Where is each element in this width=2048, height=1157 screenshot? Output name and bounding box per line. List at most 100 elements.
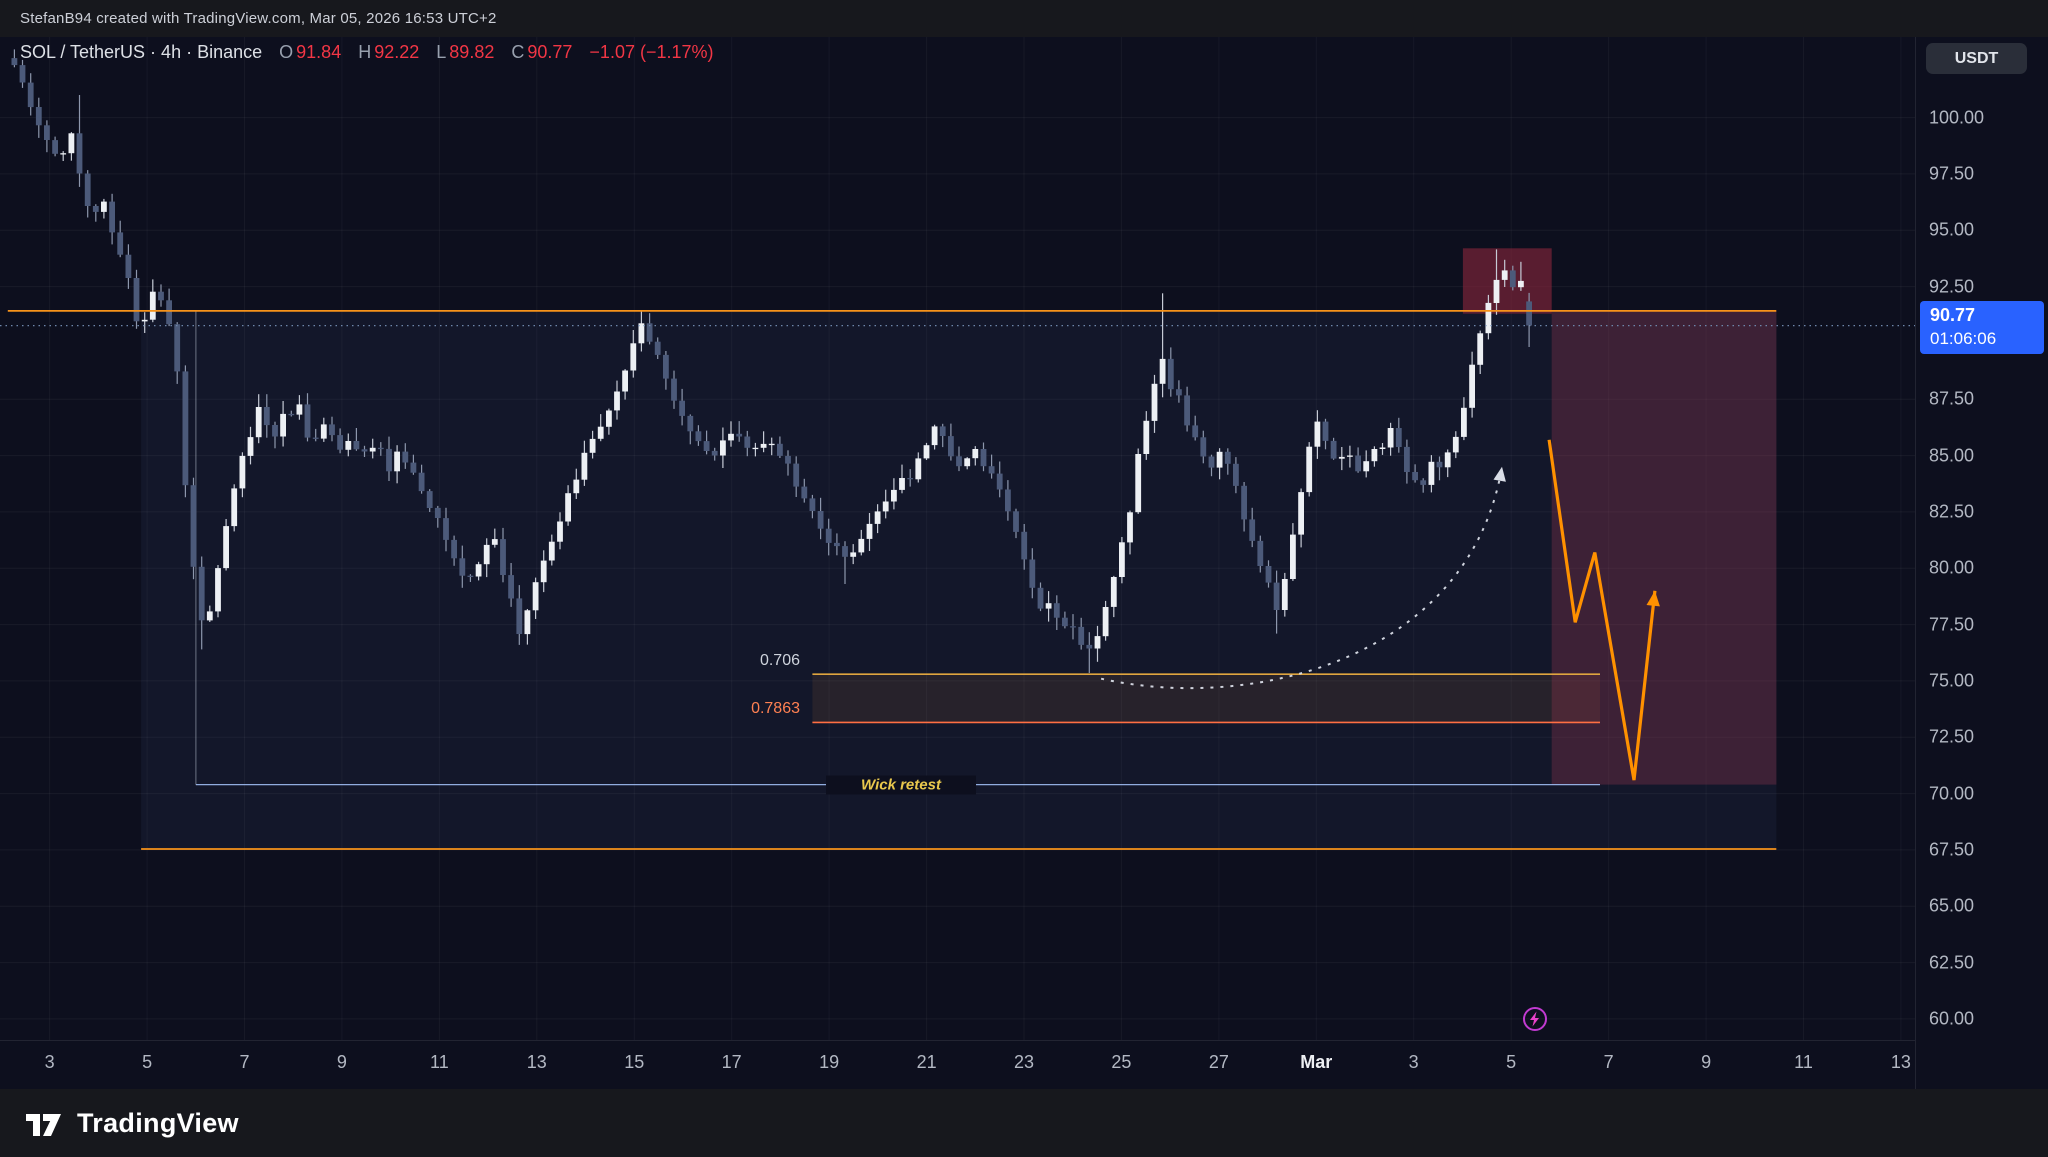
- candle-body: [1176, 389, 1182, 396]
- candle-body: [744, 436, 751, 448]
- candle: [1485, 294, 1492, 340]
- wick-retest-label[interactable]: Wick retest: [826, 775, 976, 795]
- chart-canvas-holder[interactable]: [0, 37, 1915, 1040]
- candle-body: [654, 341, 661, 355]
- candle: [166, 288, 172, 327]
- candle: [752, 442, 759, 457]
- candle: [369, 438, 376, 459]
- candle-body: [304, 404, 311, 438]
- tradingview-logo-text[interactable]: TradingView: [77, 1107, 239, 1138]
- lightning-marker-icon[interactable]: [1520, 1004, 1550, 1034]
- currency-toggle-button[interactable]: USDT: [1926, 43, 2027, 74]
- candle-body: [1452, 436, 1459, 453]
- candle-body: [491, 539, 498, 545]
- price-tick-label: 100.00: [1929, 107, 1985, 128]
- candle-body: [597, 426, 604, 439]
- candle-body: [1249, 519, 1256, 541]
- price-tick-label: 87.50: [1929, 388, 1975, 409]
- candle-body: [451, 539, 457, 559]
- candle-body: [410, 462, 417, 473]
- candle: [793, 456, 800, 497]
- price-scale[interactable]: 90.77 01:06:06 100.00 97.50 95.00 92.50 87.5…: [1915, 37, 2048, 1089]
- candle: [1086, 632, 1093, 673]
- candle-body: [1216, 451, 1223, 468]
- candle-body: [182, 371, 189, 486]
- supply-zone-box[interactable]: [1462, 248, 1552, 314]
- candle-body: [516, 598, 523, 634]
- candle-body: [158, 291, 164, 301]
- candle: [597, 414, 604, 442]
- price-tick-label: 67.50: [1929, 839, 1975, 860]
- fib-level-label-07863[interactable]: 0.7863: [751, 700, 800, 717]
- chart-area[interactable]: SOL / TetherUS · 4h · Binance O 91.84 H 92…: [0, 37, 2048, 1089]
- candle: [614, 380, 620, 420]
- candle-body: [923, 445, 930, 459]
- candle: [337, 428, 343, 454]
- projection-zone-box[interactable]: [1551, 310, 1777, 785]
- candle-body: [777, 443, 783, 456]
- curved-projection-arrow[interactable]: [1100, 466, 1503, 690]
- candle: [11, 49, 18, 68]
- price-tick-label: 97.50: [1929, 163, 1975, 184]
- candle-body: [1412, 472, 1418, 481]
- candle-body: [125, 254, 132, 278]
- candle: [687, 414, 694, 445]
- candle: [1273, 570, 1280, 634]
- candle: [1216, 448, 1223, 480]
- candle: [386, 436, 392, 481]
- time-scale[interactable]: 3 5 7 9 11 13 15 17 19 21 23 25 27 Mar 3 5 7 9 11 13: [0, 1040, 1915, 1089]
- candle-body: [809, 498, 816, 511]
- candle-body: [630, 343, 637, 371]
- tradingview-logo-icon[interactable]: [26, 1107, 64, 1139]
- time-tick-label: 13: [1890, 1052, 1911, 1072]
- candle-body: [565, 493, 571, 522]
- candle: [1257, 535, 1264, 573]
- candle: [638, 310, 645, 352]
- candle-body: [1013, 511, 1019, 532]
- candle: [231, 484, 238, 532]
- candle: [491, 528, 498, 548]
- candle: [1143, 411, 1150, 460]
- candle-body: [1306, 446, 1313, 493]
- candle-body: [483, 544, 490, 565]
- candle: [671, 370, 677, 409]
- candle-body: [1184, 395, 1190, 426]
- candle-body: [1404, 446, 1410, 472]
- candle: [1355, 447, 1361, 473]
- fib-level-label-0706[interactable]: 0.706: [759, 652, 800, 669]
- candle: [483, 538, 490, 578]
- candle-body: [500, 539, 506, 575]
- candle: [394, 445, 400, 484]
- candle: [361, 445, 368, 457]
- candle-body: [133, 278, 140, 322]
- candle: [679, 388, 685, 426]
- candle: [1102, 600, 1109, 641]
- change-value: −1.07 (−1.17%): [589, 42, 714, 62]
- range-box[interactable]: [141, 310, 1777, 849]
- candle: [646, 313, 653, 345]
- candle: [1395, 417, 1402, 453]
- chart-canvas[interactable]: [0, 37, 1915, 1040]
- symbol-title[interactable]: SOL / TetherUS · 4h · Binance: [20, 42, 263, 62]
- candle-body: [166, 300, 172, 325]
- candle: [557, 512, 563, 550]
- candle: [44, 120, 50, 153]
- time-tick-label: 9: [1701, 1052, 1712, 1072]
- candle: [1200, 430, 1207, 464]
- candle-body: [434, 507, 441, 518]
- candle-body: [1037, 587, 1044, 609]
- zigzag-projection-arrow[interactable]: [1547, 439, 1657, 781]
- candle-body: [1094, 636, 1101, 649]
- candle: [939, 423, 946, 448]
- candle-body: [1167, 358, 1174, 390]
- candle-body: [1444, 452, 1451, 468]
- time-tick-label: 9: [336, 1052, 347, 1072]
- candle: [630, 330, 637, 378]
- candle-body: [109, 201, 115, 233]
- candle-body: [467, 575, 474, 577]
- candle-body: [1526, 301, 1532, 326]
- candle: [1127, 510, 1133, 555]
- candle: [606, 408, 612, 435]
- price-tick-label: 72.50: [1929, 726, 1975, 747]
- candle-body: [231, 488, 238, 527]
